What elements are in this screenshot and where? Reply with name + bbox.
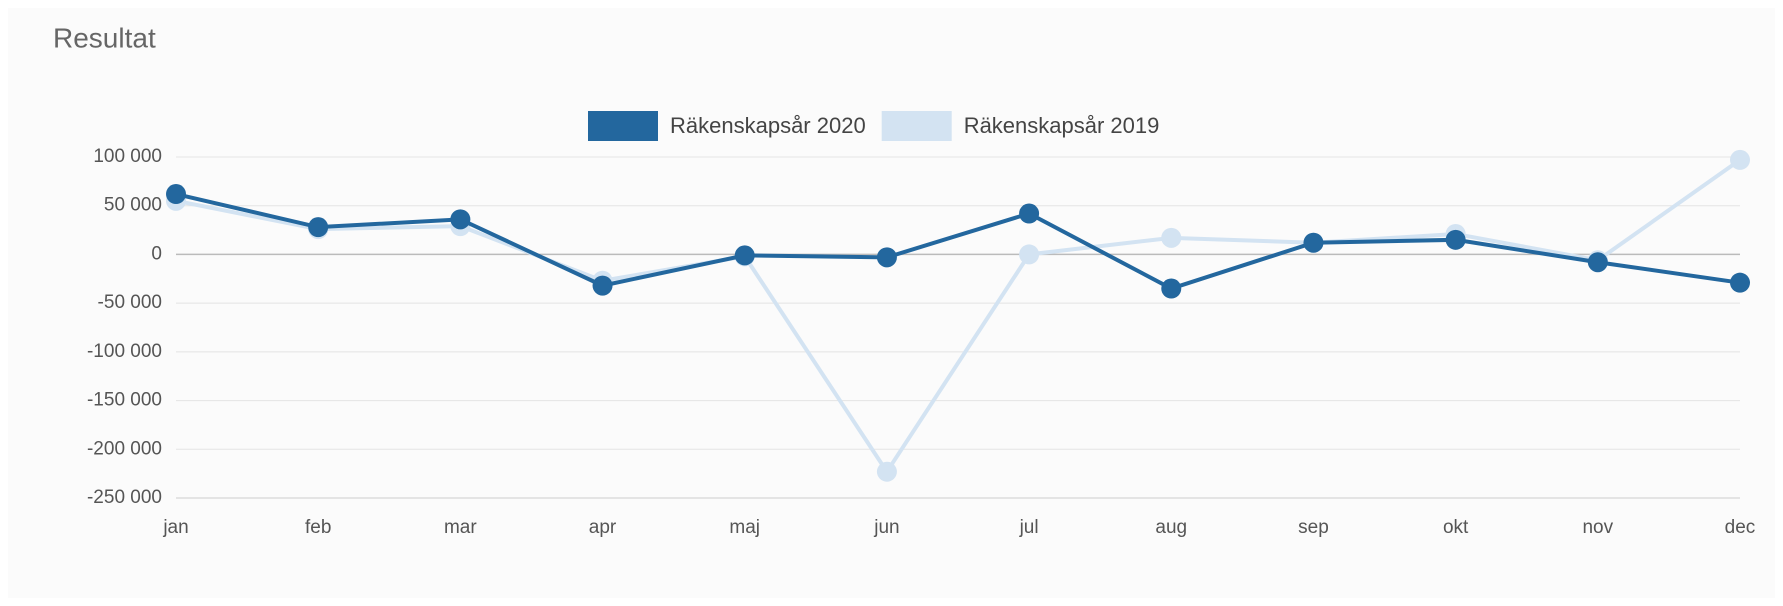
data-point (876, 461, 897, 482)
x-tick-label: nov (1582, 517, 1613, 538)
y-tick-label: 0 (151, 243, 162, 264)
series-line (175, 158, 1742, 476)
x-tick-label: mar (444, 517, 477, 538)
chart-title: Resultat (53, 22, 156, 53)
x-tick-label: sep (1298, 517, 1329, 538)
data-point (1730, 149, 1750, 170)
y-tick-label: -100 000 (87, 341, 162, 362)
data-point (308, 217, 329, 238)
data-point (1161, 278, 1182, 299)
x-tick-label: maj (729, 517, 760, 538)
x-tick-label: aug (1155, 517, 1187, 538)
x-tick-label: apr (589, 517, 617, 538)
data-point (166, 184, 186, 205)
y-tick-label: -50 000 (98, 292, 162, 313)
data-point (876, 247, 897, 268)
legend-swatch (881, 111, 952, 141)
legend-swatch (588, 111, 658, 141)
x-tick-label: jun (873, 517, 899, 538)
y-tick-label: -250 000 (87, 487, 162, 508)
x-tick-label: feb (305, 517, 331, 538)
data-point (1019, 203, 1040, 224)
data-point (1303, 232, 1324, 253)
legend-label: Räkenskapsår 2019 (964, 113, 1160, 138)
y-tick-label: 50 000 (104, 195, 162, 216)
y-tick-label: 100 000 (93, 146, 162, 167)
data-point (1019, 244, 1040, 265)
y-tick-label: -150 000 (87, 390, 162, 411)
data-point (1445, 229, 1466, 250)
data-point (450, 209, 471, 230)
x-tick-label: jul (1019, 517, 1039, 538)
series-line (175, 192, 1741, 291)
data-point (592, 275, 613, 296)
data-point (734, 245, 755, 266)
data-point (1587, 252, 1608, 273)
data-point (1161, 227, 1182, 248)
x-tick-label: dec (1725, 517, 1756, 538)
x-tick-label: jan (162, 517, 188, 538)
legend-label: Räkenskapsår 2020 (670, 113, 866, 138)
x-tick-label: okt (1443, 517, 1469, 538)
data-point (1730, 272, 1750, 293)
y-tick-label: -200 000 (87, 438, 162, 459)
